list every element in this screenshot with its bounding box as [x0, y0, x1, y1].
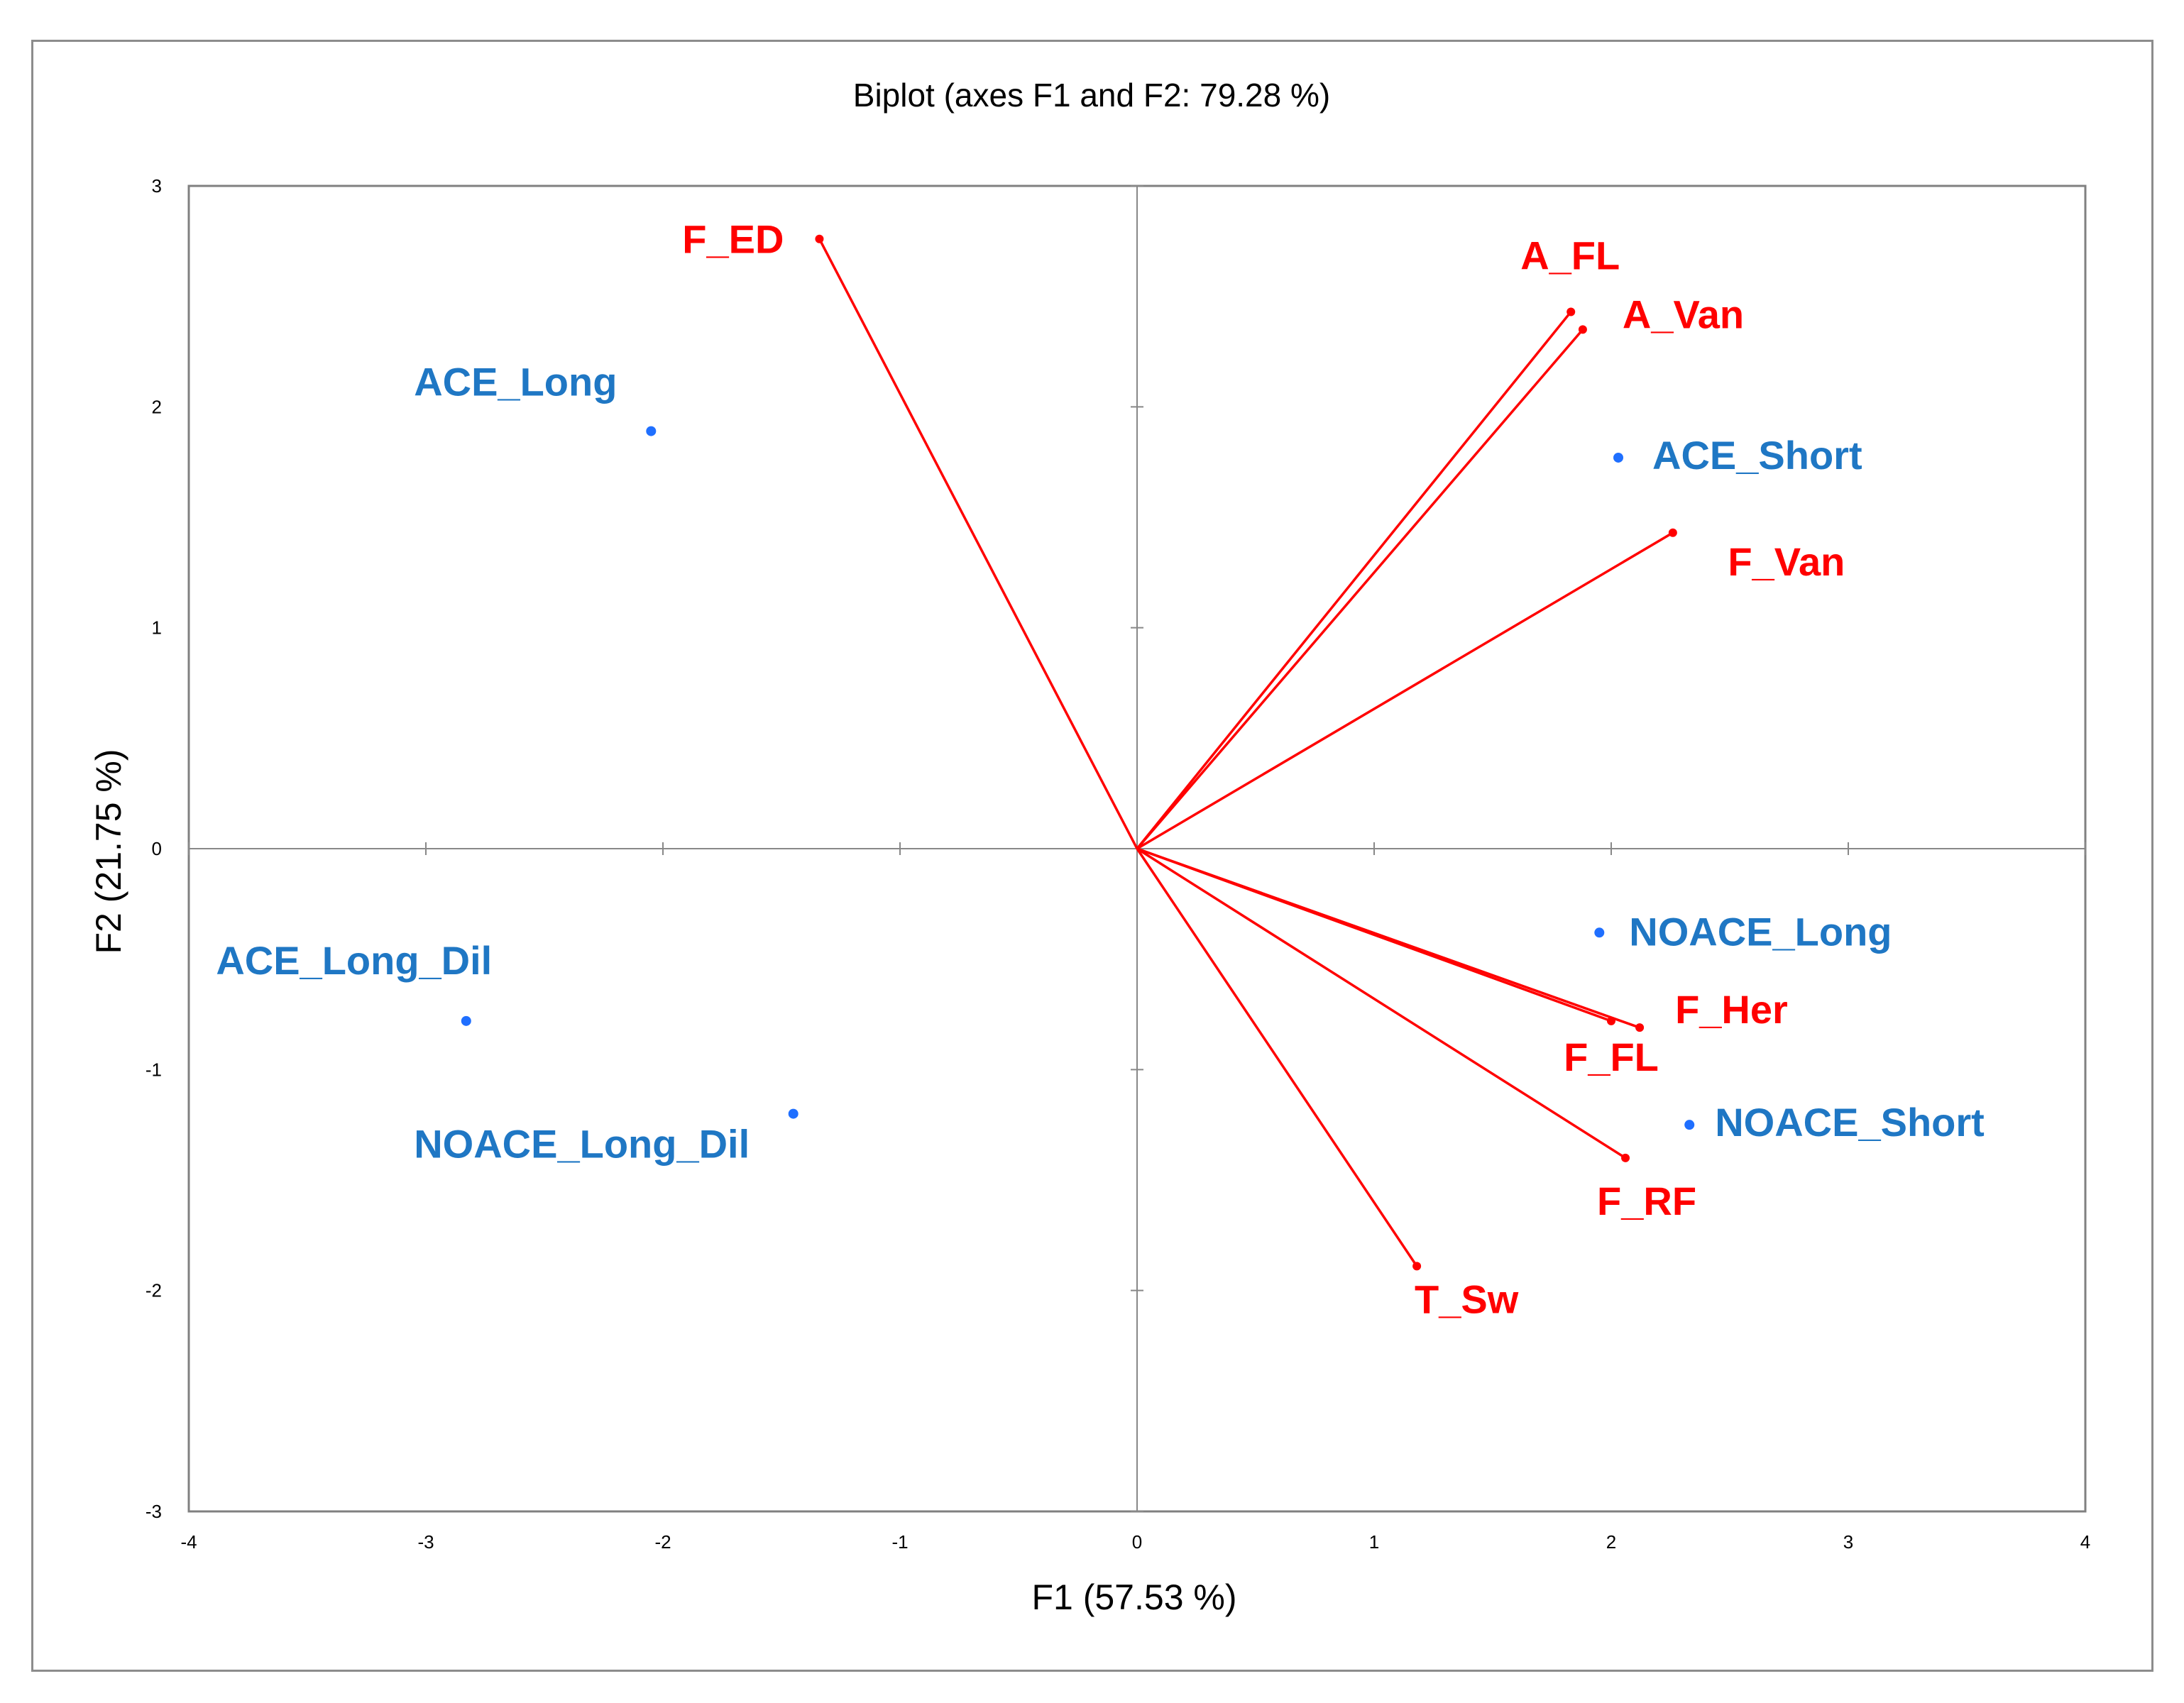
observation-point-NOACE_Short [1684, 1120, 1695, 1130]
variable-endpoint-F_ED [815, 234, 824, 243]
y-tick-label: 3 [152, 175, 162, 197]
point-labels: F_ED A_FLA_Van F_Van F_FL F_Her F_RF T_Sw ACE_L… [216, 217, 1984, 1322]
variable-vector-F_RF [1136, 847, 1626, 1159]
tick-marks: -4 -3 -2 -1 0 1 2 3 4 -3 -2 -1 0 1 2 3 [146, 175, 2090, 1553]
variable-endpoint-F_RF [1621, 1153, 1630, 1162]
y-tick-label: 1 [152, 617, 162, 639]
observation-points [461, 426, 1695, 1130]
x-tick-label: 4 [2080, 1531, 2090, 1553]
observation-point-NOACE_Long [1594, 927, 1605, 938]
observation-point-NOACE_Long_Dil [788, 1108, 799, 1119]
y-tick-label: -3 [146, 1501, 162, 1522]
observation-label-ACE_Long_Dil: ACE_Long_Dil [216, 938, 492, 983]
observation-point-ACE_Short [1613, 452, 1624, 463]
observation-point-ACE_Long [646, 426, 657, 436]
variable-label-F_Her: F_Her [1675, 987, 1788, 1032]
variable-endpoint-T_Sw [1412, 1262, 1422, 1271]
observation-label-NOACE_Short: NOACE_Short [1715, 1100, 1985, 1145]
variable-endpoint-A_FL [1566, 307, 1576, 316]
variable-vectors [815, 234, 1677, 1271]
x-tick-label: -4 [180, 1531, 197, 1553]
chart-frame [31, 40, 2153, 1672]
variable-vector-F_ED [818, 238, 1138, 849]
variable-label-F_ED: F_ED [682, 217, 784, 262]
variable-vector-T_Sw [1136, 848, 1418, 1267]
y-tick-label: 0 [152, 838, 162, 859]
x-tick-label: 0 [1132, 1531, 1142, 1553]
observation-label-ACE_Long: ACE_Long [414, 360, 617, 404]
x-tick-label: 3 [1843, 1531, 1853, 1553]
observation-label-ACE_Short: ACE_Short [1652, 433, 1862, 478]
x-axis-title: F1 (57.53 %) [1031, 1577, 1236, 1617]
observation-label-NOACE_Long: NOACE_Long [1629, 909, 1892, 954]
variable-endpoint-F_Van [1668, 528, 1677, 537]
variable-vector-A_FL [1136, 311, 1572, 850]
variable-vector-F_Van [1136, 531, 1674, 850]
variable-vector-A_Van [1136, 329, 1584, 850]
x-tick-label: -2 [654, 1531, 671, 1553]
x-tick-label: -1 [891, 1531, 908, 1553]
variable-endpoint-F_Her [1635, 1023, 1645, 1032]
variable-label-F_Van: F_Van [1728, 539, 1845, 584]
y-tick-label: -2 [146, 1280, 162, 1301]
observation-point-ACE_Long_Dil [461, 1015, 471, 1026]
x-tick-label: 2 [1606, 1531, 1616, 1553]
variable-label-F_FL: F_FL [1564, 1035, 1659, 1079]
variable-label-A_Van: A_Van [1623, 292, 1744, 336]
y-tick-label: 2 [152, 396, 162, 417]
variable-vector-F_Her [1136, 847, 1640, 1029]
variable-label-A_FL: A_FL [1520, 233, 1620, 277]
variable-label-F_RF: F_RF [1597, 1179, 1696, 1223]
variable-endpoint-A_Van [1578, 325, 1587, 334]
observation-label-NOACE_Long_Dil: NOACE_Long_Dil [414, 1122, 750, 1167]
y-tick-label: -1 [146, 1059, 162, 1080]
x-tick-label: -3 [417, 1531, 434, 1553]
x-tick-label: 1 [1369, 1531, 1379, 1553]
y-axis-title: F2 (21.75 %) [89, 749, 128, 954]
chart-title: Biplot (axes F1 and F2: 79.28 %) [853, 77, 1330, 114]
variable-label-T_Sw: T_Sw [1415, 1277, 1519, 1321]
